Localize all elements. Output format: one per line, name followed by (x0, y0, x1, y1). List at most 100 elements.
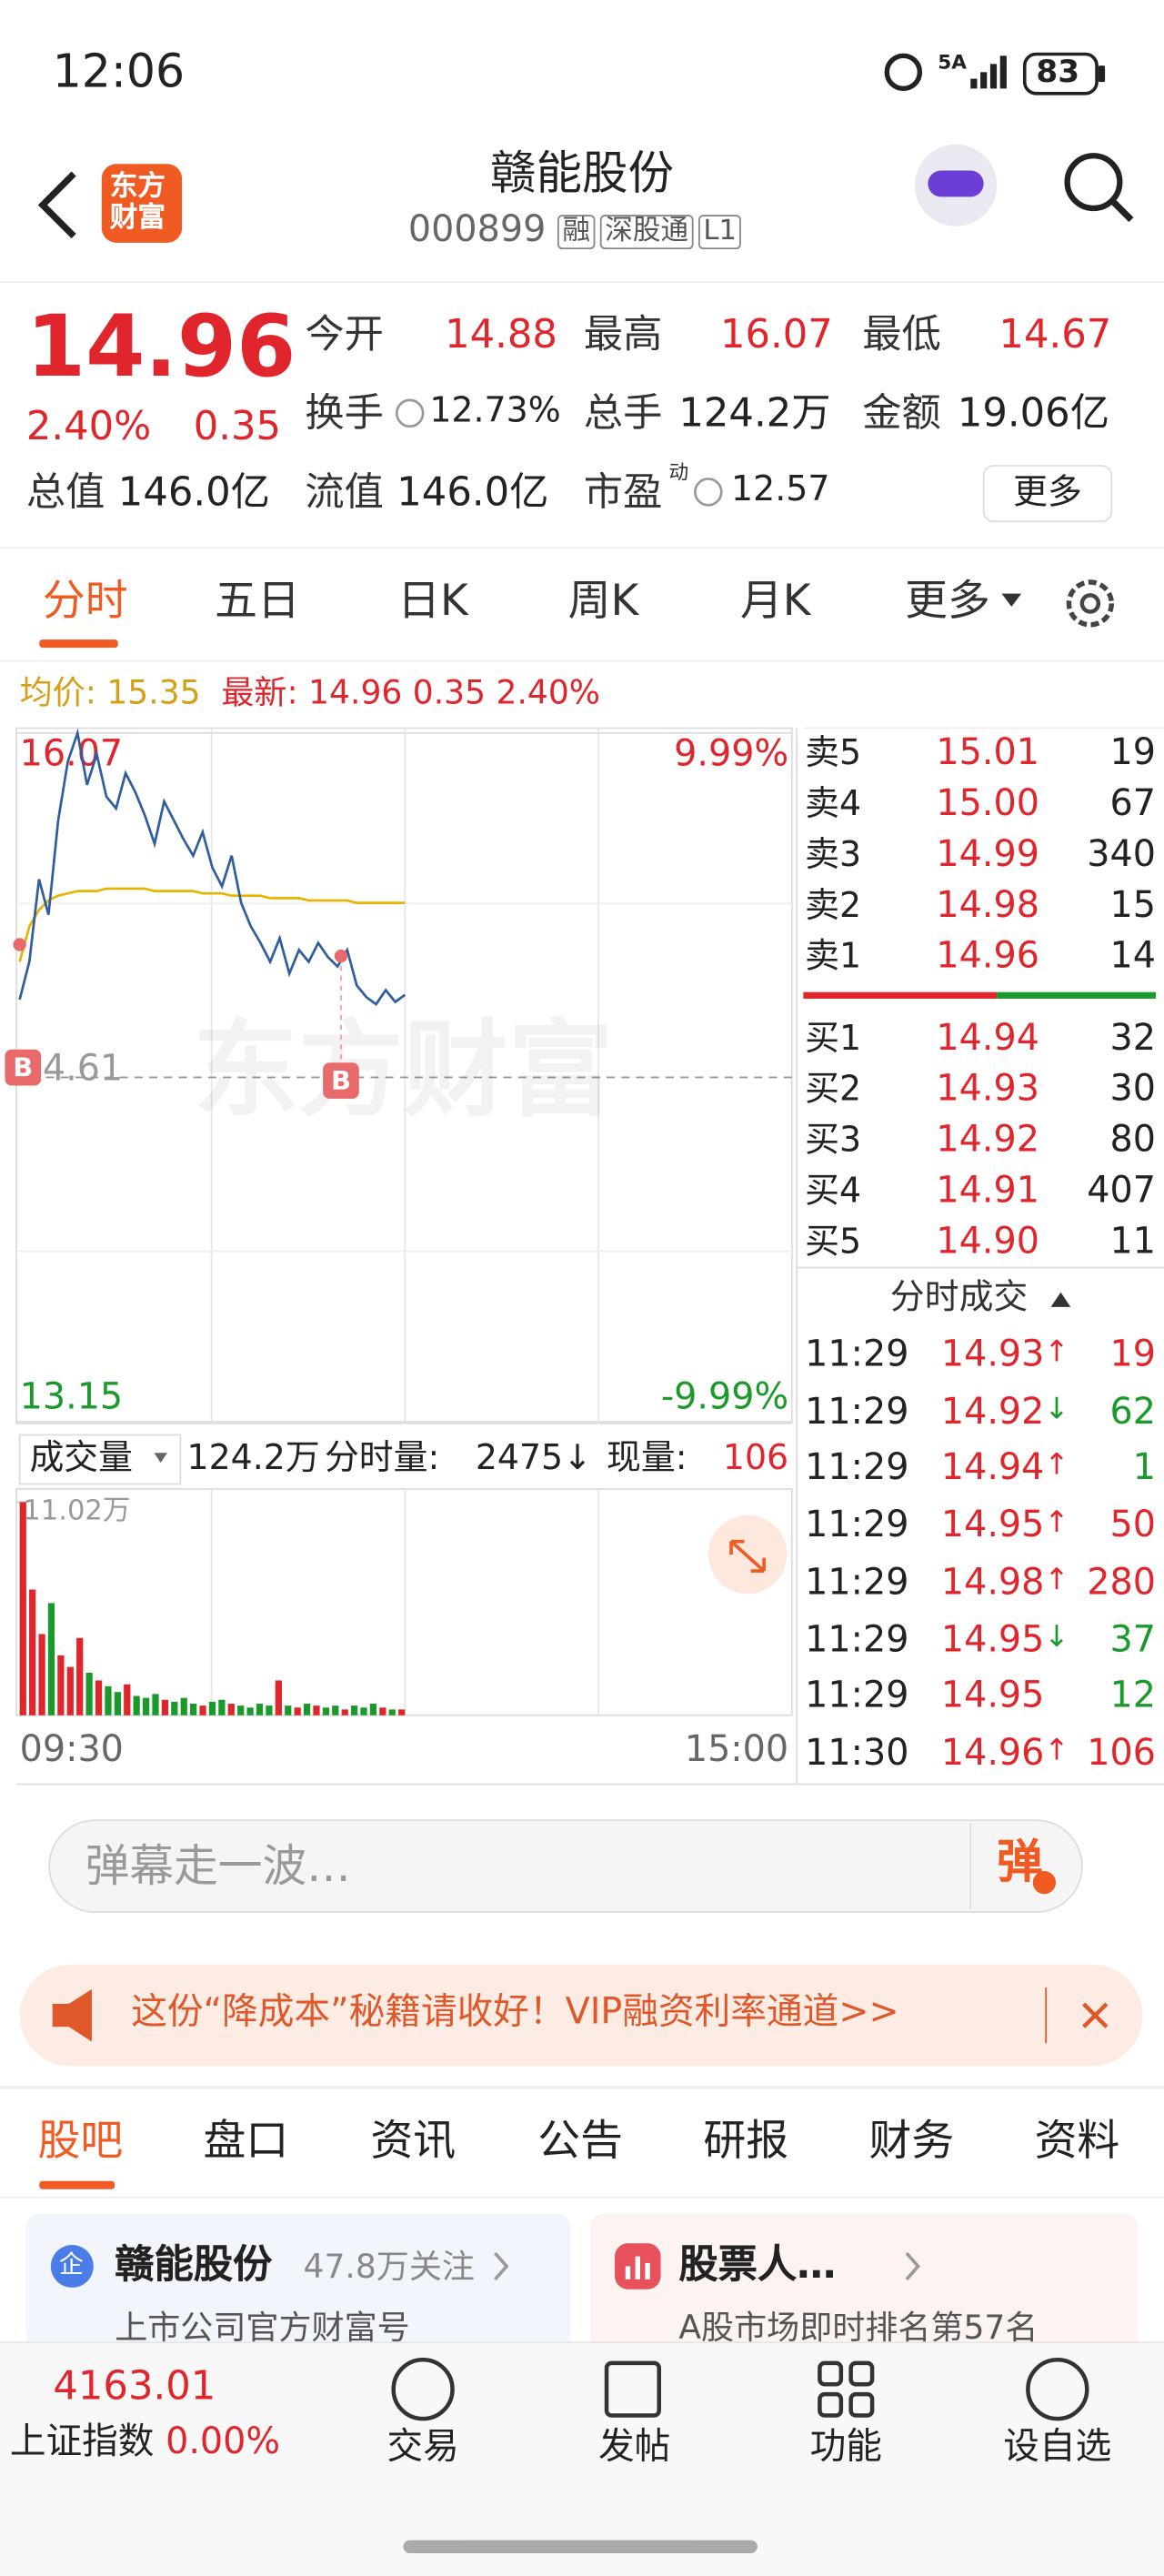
trade-arrow: ↑ (1044, 1562, 1069, 1597)
volume-bar (171, 1701, 178, 1716)
x-tick-label: 09:30 (20, 1728, 124, 1770)
trade-time: 11:29 (805, 1562, 909, 1604)
volume-selector[interactable] (18, 1434, 182, 1485)
post-icon[interactable] (604, 2360, 661, 2418)
volume-bar (190, 1703, 197, 1716)
volume-bar (294, 1707, 301, 1716)
back-icon[interactable] (37, 171, 76, 239)
info-icon[interactable] (694, 478, 723, 507)
danmu-input[interactable] (48, 1819, 1083, 1913)
trade-icon[interactable] (391, 2358, 455, 2421)
volume-bar (199, 1706, 206, 1716)
card-bg[interactable] (590, 2213, 1139, 2362)
trade-price: 14.94 (940, 1448, 1045, 1490)
nav-button[interactable]: 设自选 (1003, 2427, 1112, 2469)
book-price: 14.93 (936, 1069, 1039, 1111)
trade-time: 11:29 (805, 1675, 909, 1717)
volume-bar (152, 1694, 159, 1716)
banner-bg[interactable] (19, 1964, 1143, 2067)
content-tab[interactable]: 资料 (1034, 2117, 1120, 2167)
stat-label: 流值 (305, 468, 384, 516)
search-icon[interactable] (1064, 153, 1123, 212)
stat-label: 金额 (862, 390, 941, 437)
trade-volume: 62 (1109, 1392, 1156, 1434)
chart-tab[interactable]: 日K (397, 577, 468, 627)
card-name[interactable]: 赣能股份 (115, 2241, 273, 2288)
book-volume: 340 (1087, 834, 1156, 876)
content-tab[interactable]: 盘口 (203, 2117, 289, 2167)
danmu-placeholder[interactable]: 弹幕走一波… (85, 1841, 351, 1893)
book-label: 卖4 (805, 783, 862, 824)
pct-label: -9.99% (661, 1375, 788, 1417)
stock-name: 赣能股份 (490, 146, 674, 200)
more-button-frame[interactable] (982, 465, 1113, 523)
trade-volume: 50 (1109, 1505, 1156, 1547)
book-price: 14.90 (936, 1222, 1039, 1263)
card-icon-bars (625, 2256, 650, 2279)
danmu-button[interactable]: 弹 (997, 1835, 1043, 1889)
content-tab[interactable]: 研报 (703, 2117, 789, 2167)
more-button[interactable]: 更多 (1013, 472, 1082, 512)
banner-text[interactable]: 这份“降成本”秘籍请收好！VIP融资利率通道>> (131, 1992, 899, 2034)
nav-button[interactable]: 功能 (809, 2427, 882, 2469)
volume-bar (351, 1706, 358, 1716)
trade-arrow: ↑ (1044, 1334, 1069, 1370)
volume-bar (369, 1703, 377, 1716)
card-name[interactable]: 股票人… (678, 2241, 837, 2288)
battery: 83 (1036, 54, 1080, 91)
info-icon[interactable] (395, 398, 425, 428)
book-label: 买5 (805, 1222, 862, 1262)
book-label: 买1 (805, 1018, 862, 1058)
stat-label: 最高 (583, 311, 663, 358)
trade-volume: 37 (1109, 1619, 1156, 1661)
volume-bar (95, 1680, 103, 1716)
stat-value: 146.0亿 (396, 468, 549, 516)
content-tab[interactable]: 股吧 (37, 2117, 124, 2167)
marker-box (5, 1049, 42, 1086)
index-value[interactable]: 4163.01 (53, 2362, 216, 2410)
volume-bar (379, 1707, 386, 1716)
volume-bar (275, 1680, 282, 1716)
interval-volume: 2475↓ (476, 1437, 592, 1477)
nav-button[interactable]: 交易 (386, 2427, 459, 2469)
latest-price: 最新: 14.96 0.35 2.40% (221, 672, 601, 712)
chart-tab[interactable]: 月K (739, 577, 811, 627)
index-name[interactable]: 上证指数 (9, 2421, 155, 2463)
chart-tab[interactable]: 分时 (42, 577, 128, 627)
volume-label: 成交量 (29, 1437, 133, 1477)
marker-label: B (331, 1065, 351, 1096)
watchlist-icon[interactable] (1026, 2358, 1089, 2421)
book-label: 买3 (805, 1120, 862, 1160)
index-change[interactable]: 0.00% (166, 2421, 281, 2463)
function-icon[interactable] (818, 2360, 875, 2418)
expand-icon (729, 1539, 766, 1573)
close-icon[interactable] (1082, 2002, 1109, 2028)
trades-title[interactable]: 分时成交 (889, 1277, 1029, 1317)
content-tab[interactable]: 公告 (537, 2117, 624, 2167)
content-tab[interactable]: 资讯 (370, 2117, 457, 2167)
book-volume: 30 (1109, 1069, 1156, 1111)
volume-bar (38, 1634, 45, 1716)
nav-button[interactable]: 发帖 (598, 2427, 671, 2469)
card-subtitle: 上市公司官方财富号 (115, 2307, 410, 2347)
card-bg[interactable] (25, 2213, 571, 2362)
volume-bar (256, 1703, 264, 1716)
book-label: 买4 (805, 1171, 862, 1211)
content-tab[interactable]: 财务 (868, 2117, 955, 2167)
chart-tab[interactable]: 五日 (215, 577, 300, 627)
trade-price: 14.95 (940, 1675, 1045, 1717)
trade-price: 14.92 (940, 1392, 1045, 1434)
stat-value: 14.88 (445, 311, 557, 358)
stat-value: 12.57 (731, 468, 830, 508)
settings-icon[interactable] (1066, 579, 1115, 628)
chart-tab[interactable]: 更多 (905, 577, 990, 627)
volume-bar (332, 1706, 339, 1716)
volume-bar (57, 1655, 65, 1716)
book-label: 卖1 (805, 936, 862, 976)
book-price: 14.99 (936, 834, 1039, 876)
chart-tab[interactable]: 周K (567, 577, 639, 627)
book-volume: 407 (1087, 1171, 1156, 1213)
home-indicator (403, 2540, 758, 2553)
